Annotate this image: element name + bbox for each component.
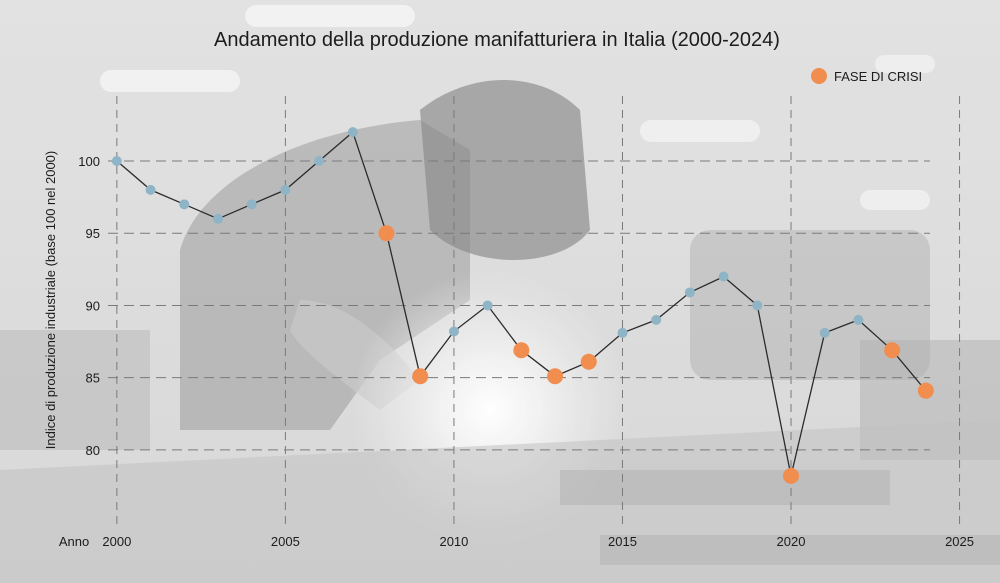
y-tick-label-85: 85 <box>86 371 100 386</box>
crisis-point-2008 <box>378 225 395 242</box>
legend: FASE DI CRISI <box>811 68 922 84</box>
crisis-point-2023 <box>884 342 901 359</box>
data-point-2021 <box>819 327 830 338</box>
crisis-point-2013 <box>547 368 564 385</box>
data-point-2000 <box>111 156 122 166</box>
x-tick-label-2020: 2020 <box>777 534 806 549</box>
x-tick-label-2010: 2010 <box>439 534 468 549</box>
x-tick-label-2005: 2005 <box>271 534 300 549</box>
legend-marker-crisis <box>811 68 827 84</box>
data-point-2005 <box>280 184 291 195</box>
grid-lines <box>108 96 961 525</box>
data-point-2016 <box>651 314 662 325</box>
series-points <box>111 127 934 484</box>
legend-label-crisis: FASE DI CRISI <box>834 69 922 84</box>
data-point-2010 <box>448 326 459 337</box>
series-lines <box>116 130 927 477</box>
crisis-point-2014 <box>580 353 597 370</box>
data-point-2003 <box>212 213 223 224</box>
y-tick-label-80: 80 <box>86 443 100 458</box>
x-axis-label: Anno <box>59 534 89 549</box>
chart-title: Andamento della produzione manifatturier… <box>214 29 780 51</box>
data-point-2007 <box>347 127 358 138</box>
y-axis-label: Indice di produzione industriale (base 1… <box>43 151 58 449</box>
data-point-2011 <box>482 300 493 311</box>
data-point-2019 <box>752 300 763 311</box>
x-axis-ticks: 2000 2005 2010 2015 2020 2025 <box>102 534 974 549</box>
data-point-2001 <box>145 184 156 195</box>
x-tick-label-2015: 2015 <box>608 534 637 549</box>
data-point-2006 <box>314 156 325 166</box>
y-axis-ticks: 80 85 90 95 100 <box>78 154 100 458</box>
data-point-2004 <box>246 199 257 210</box>
y-tick-label-100: 100 <box>78 154 100 169</box>
data-point-2002 <box>179 199 190 210</box>
series-line-0 <box>116 130 927 477</box>
crisis-point-2012 <box>513 342 530 359</box>
crisis-point-2009 <box>412 368 429 385</box>
data-point-2017 <box>684 287 695 298</box>
y-tick-label-90: 90 <box>86 298 100 313</box>
x-tick-label-2000: 2000 <box>102 534 131 549</box>
y-tick-label-95: 95 <box>86 226 100 241</box>
crisis-point-2024 <box>917 382 934 399</box>
data-point-2022 <box>853 314 864 325</box>
x-tick-label-2025: 2025 <box>945 534 974 549</box>
data-point-2015 <box>617 327 628 338</box>
data-point-2018 <box>718 271 729 282</box>
crisis-point-2020 <box>783 467 800 484</box>
